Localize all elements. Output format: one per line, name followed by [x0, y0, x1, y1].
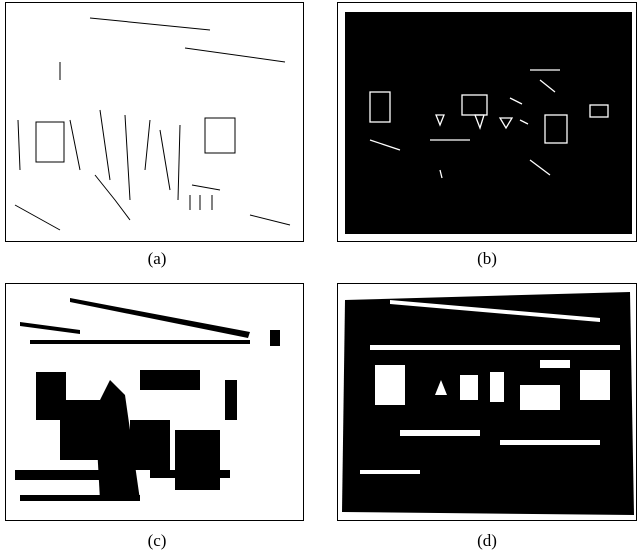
panel-d — [338, 284, 637, 521]
page: (a) (b) — [0, 0, 642, 556]
caption-c: (c) — [148, 531, 167, 550]
figure: (a) (b) — [0, 0, 642, 556]
panel-c — [6, 284, 304, 521]
panel-b — [338, 3, 637, 242]
caption-d: (d) — [477, 531, 497, 550]
caption-a: (a) — [148, 249, 167, 268]
caption-b: (b) — [477, 249, 497, 268]
panel-a — [6, 3, 304, 242]
